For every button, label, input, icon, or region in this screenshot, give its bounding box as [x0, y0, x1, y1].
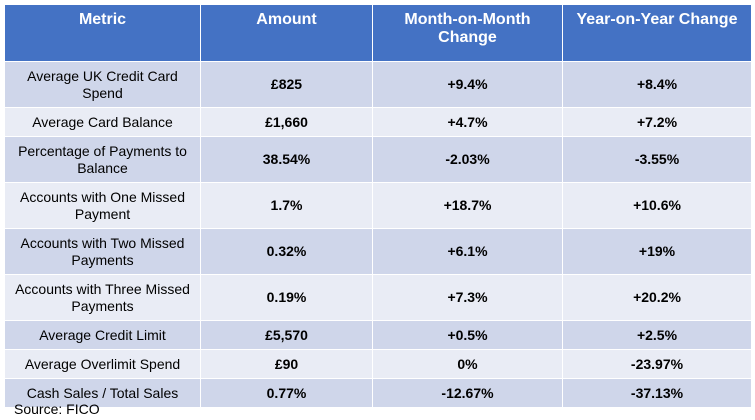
header-year-on-year-change: Year-on-Year Change	[562, 4, 752, 62]
yoy-change-cell: +10.6%	[562, 182, 752, 229]
amount-cell: £90	[200, 349, 373, 379]
yoy-change-cell: +19%	[562, 228, 752, 275]
metric-cell: Accounts with Two Missed Payments	[4, 228, 201, 275]
table-row: Accounts with Three Missed Payments 0.19…	[4, 274, 752, 321]
table-row: Average Card Balance £1,660 +4.7% +7.2%	[4, 107, 752, 137]
mom-change-cell: +4.7%	[372, 107, 563, 137]
amount-cell: £1,660	[200, 107, 373, 137]
metric-cell: Average Card Balance	[4, 107, 201, 137]
mom-change-cell: -12.67%	[372, 378, 563, 408]
metric-cell: Average Overlimit Spend	[4, 349, 201, 379]
yoy-change-cell: -3.55%	[562, 136, 752, 183]
amount-cell: 0.77%	[200, 378, 373, 408]
source-note: Source: FICO	[14, 401, 100, 417]
mom-change-cell: +18.7%	[372, 182, 563, 229]
metrics-table: Metric Amount Month-on-Month Change Year…	[4, 4, 752, 408]
amount-cell: £825	[200, 61, 373, 108]
metric-cell: Accounts with Three Missed Payments	[4, 274, 201, 321]
amount-cell: 0.19%	[200, 274, 373, 321]
metric-cell: Average UK Credit Card Spend	[4, 61, 201, 108]
yoy-change-cell: +8.4%	[562, 61, 752, 108]
amount-cell: 38.54%	[200, 136, 373, 183]
header-month-on-month-change: Month-on-Month Change	[372, 4, 563, 62]
metric-cell: Cash Sales / Total Sales	[4, 378, 201, 408]
table-row: Average Overlimit Spend £90 0% -23.97%	[4, 349, 752, 379]
mom-change-cell: +9.4%	[372, 61, 563, 108]
mom-change-cell: -2.03%	[372, 136, 563, 183]
yoy-change-cell: -23.97%	[562, 349, 752, 379]
table-row: Cash Sales / Total Sales 0.77% -12.67% -…	[4, 378, 752, 408]
table-row: Percentage of Payments to Balance 38.54%…	[4, 136, 752, 183]
mom-change-cell: +0.5%	[372, 320, 563, 350]
mom-change-cell: +7.3%	[372, 274, 563, 321]
table-row: Average Credit Limit £5,570 +0.5% +2.5%	[4, 320, 752, 350]
amount-cell: 0.32%	[200, 228, 373, 275]
table-row: Accounts with Two Missed Payments 0.32% …	[4, 228, 752, 275]
metric-cell: Percentage of Payments to Balance	[4, 136, 201, 183]
table-header-row: Metric Amount Month-on-Month Change Year…	[4, 4, 752, 62]
metric-cell: Average Credit Limit	[4, 320, 201, 350]
yoy-change-cell: -37.13%	[562, 378, 752, 408]
mom-change-cell: +6.1%	[372, 228, 563, 275]
header-amount: Amount	[200, 4, 373, 62]
amount-cell: 1.7%	[200, 182, 373, 229]
yoy-change-cell: +20.2%	[562, 274, 752, 321]
table-row: Average UK Credit Card Spend £825 +9.4% …	[4, 61, 752, 108]
yoy-change-cell: +7.2%	[562, 107, 752, 137]
amount-cell: £5,570	[200, 320, 373, 350]
header-metric: Metric	[4, 4, 201, 62]
table-row: Accounts with One Missed Payment 1.7% +1…	[4, 182, 752, 229]
metric-cell: Accounts with One Missed Payment	[4, 182, 201, 229]
yoy-change-cell: +2.5%	[562, 320, 752, 350]
mom-change-cell: 0%	[372, 349, 563, 379]
